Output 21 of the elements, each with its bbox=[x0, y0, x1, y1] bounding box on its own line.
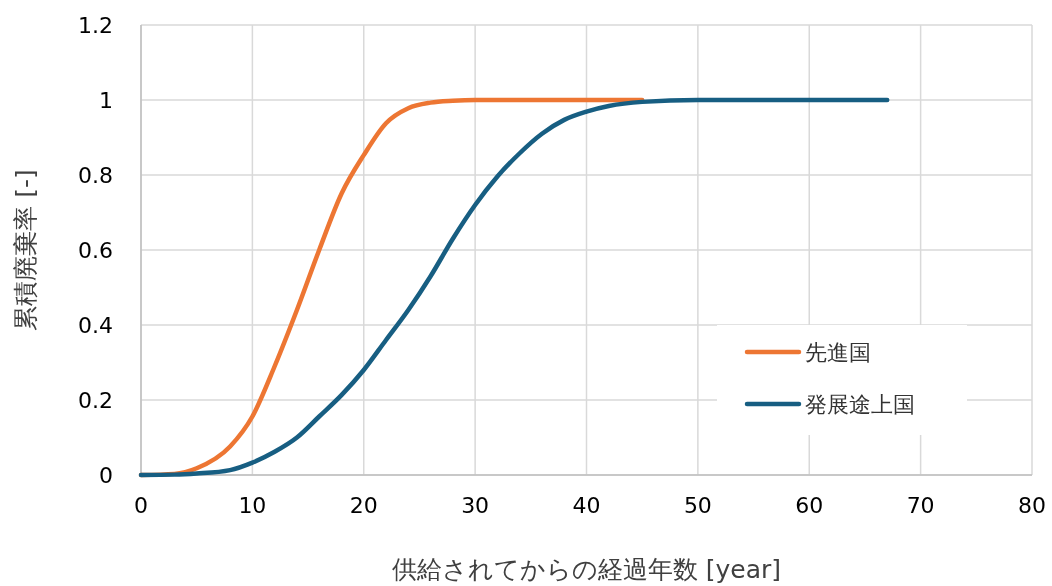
x-tick-label: 10 bbox=[238, 493, 267, 518]
line-series bbox=[138, 97, 890, 478]
x-tick-label: 20 bbox=[349, 493, 378, 518]
x-tick-label: 70 bbox=[906, 493, 935, 518]
x-tick-label: 50 bbox=[683, 493, 712, 518]
y-tick-label: 0.2 bbox=[78, 388, 113, 413]
x-axis-title: 供給されてからの経過年数 [year] bbox=[391, 555, 782, 584]
x-tick-label: 0 bbox=[134, 493, 148, 518]
legend-label: 発展途上国 bbox=[805, 392, 915, 417]
y-tick-label: 0 bbox=[99, 463, 113, 488]
x-tick-label: 60 bbox=[795, 493, 824, 518]
x-tick-label: 30 bbox=[461, 493, 490, 518]
y-axis-title: 累積廃棄率 [-] bbox=[11, 169, 40, 331]
y-tick-label: 1 bbox=[99, 88, 113, 113]
x-tick-label: 40 bbox=[572, 493, 601, 518]
y-tick-label: 0.8 bbox=[78, 163, 113, 188]
legend-label: 先進国 bbox=[805, 340, 871, 365]
y-tick-label: 1.2 bbox=[78, 13, 113, 38]
x-tick-label: 80 bbox=[1018, 493, 1046, 518]
y-tick-label: 0.6 bbox=[78, 238, 113, 263]
y-tick-label: 0.4 bbox=[78, 313, 113, 338]
